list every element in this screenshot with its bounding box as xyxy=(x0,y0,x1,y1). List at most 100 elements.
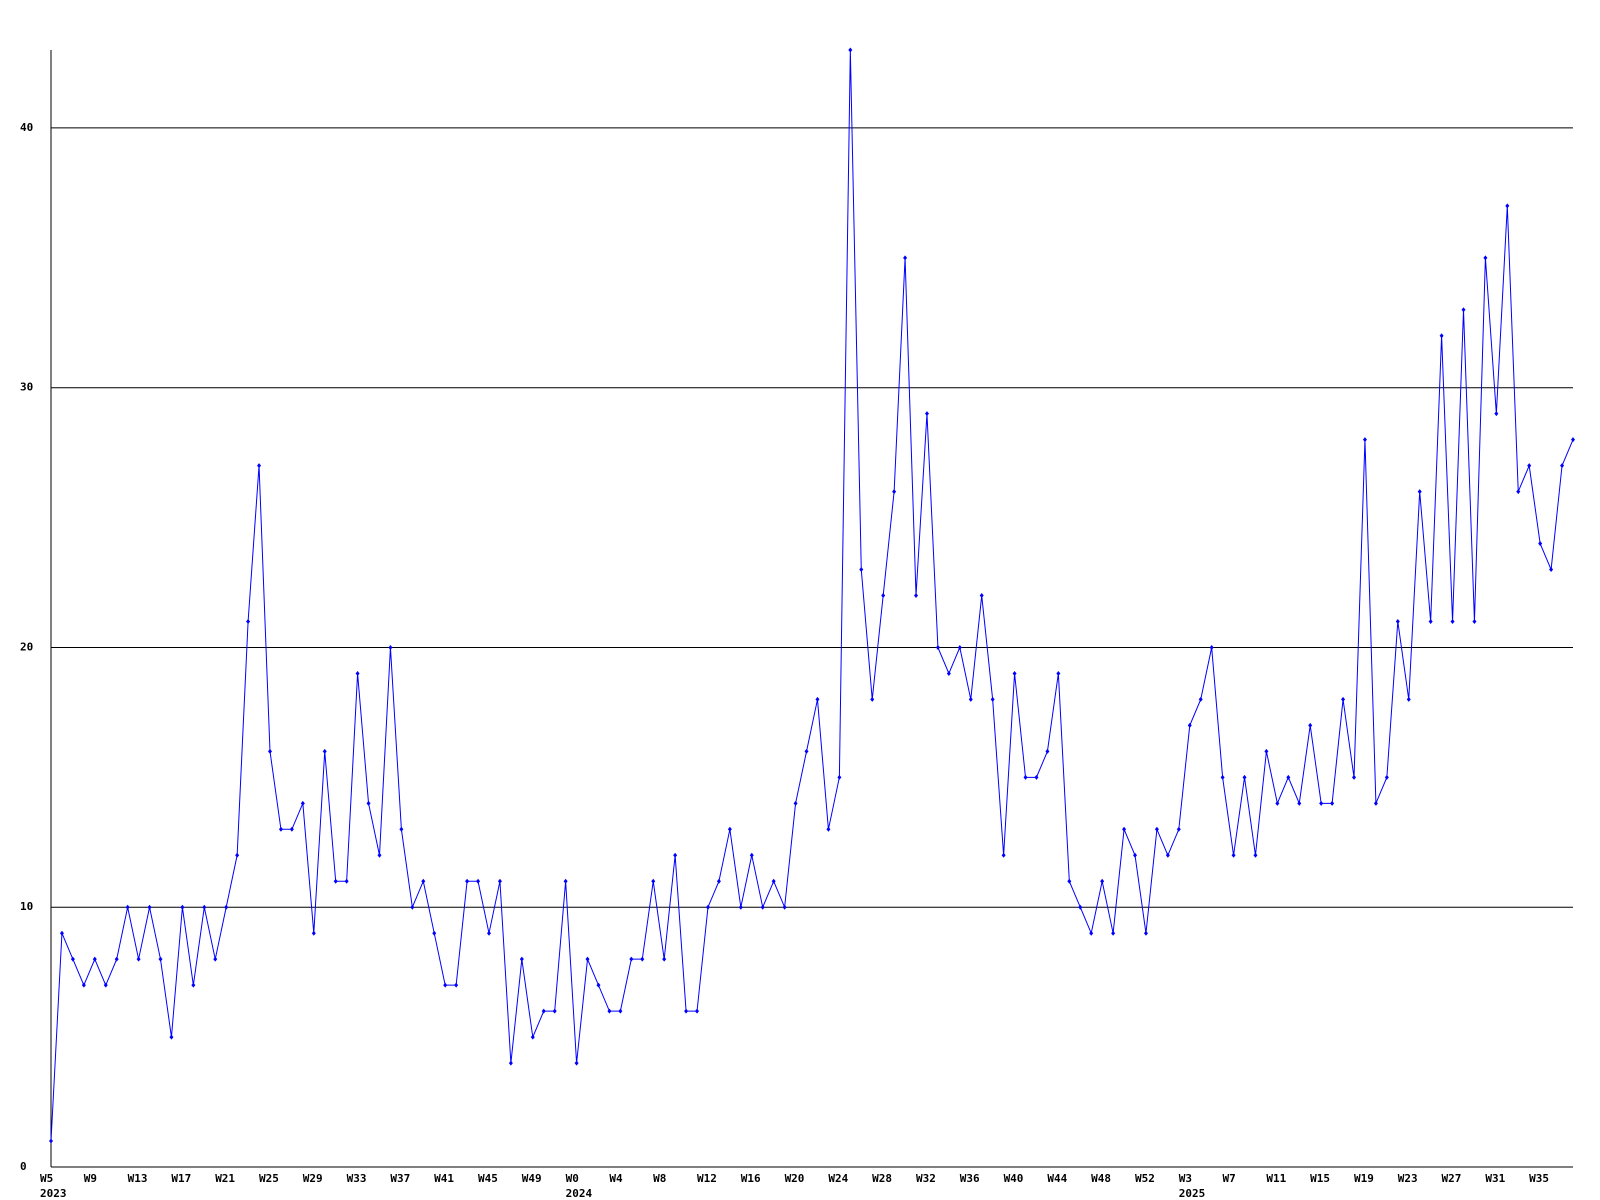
x-tick-label: W35 xyxy=(1529,1172,1549,1185)
point-marker xyxy=(749,852,754,858)
point-marker xyxy=(399,826,404,832)
point-marker xyxy=(1483,255,1488,261)
point-marker xyxy=(1362,437,1367,443)
point-marker xyxy=(914,593,919,599)
year-label: 2023 xyxy=(40,1187,67,1200)
point-marker xyxy=(169,1034,174,1040)
x-tick-label: W25 xyxy=(259,1172,279,1185)
point-marker xyxy=(1461,307,1466,313)
point-marker xyxy=(300,800,305,806)
x-tick-label: W48 xyxy=(1091,1172,1111,1185)
point-marker xyxy=(1045,748,1050,754)
point-marker xyxy=(1450,618,1455,624)
y-tick-label: 10 xyxy=(20,900,33,913)
point-marker xyxy=(1384,774,1389,780)
x-tick-label: W37 xyxy=(390,1172,410,1185)
x-tick-label: W12 xyxy=(697,1172,717,1185)
point-marker xyxy=(388,644,393,650)
point-marker xyxy=(1143,930,1148,936)
x-tick-label: W36 xyxy=(960,1172,980,1185)
point-marker xyxy=(738,904,743,910)
x-tick-label: W0 xyxy=(566,1172,579,1185)
point-marker xyxy=(1319,800,1324,806)
point-marker xyxy=(716,878,721,884)
point-marker xyxy=(1209,644,1214,650)
point-marker xyxy=(1133,852,1138,858)
point-marker xyxy=(257,463,262,469)
point-marker xyxy=(574,1060,579,1066)
point-marker xyxy=(486,930,491,936)
point-marker xyxy=(673,852,678,858)
year-label: 2025 xyxy=(1179,1187,1206,1200)
point-marker xyxy=(1220,774,1225,780)
point-marker xyxy=(191,982,196,988)
point-marker xyxy=(705,904,710,910)
point-marker xyxy=(607,1008,612,1014)
point-marker xyxy=(224,904,229,910)
x-tick-label: W32 xyxy=(916,1172,936,1185)
point-marker xyxy=(585,956,590,962)
point-marker xyxy=(519,956,524,962)
point-marker xyxy=(957,644,962,650)
point-marker xyxy=(1187,722,1192,728)
point-marker xyxy=(125,904,130,910)
point-marker xyxy=(1406,696,1411,702)
x-tick-label: W13 xyxy=(128,1172,148,1185)
point-marker xyxy=(1439,333,1444,339)
year-label: 2024 xyxy=(566,1187,593,1200)
x-tick-label: W41 xyxy=(434,1172,454,1185)
point-marker xyxy=(202,904,207,910)
x-tick-label: W11 xyxy=(1266,1172,1286,1185)
x-tick-label: W23 xyxy=(1398,1172,1418,1185)
point-marker xyxy=(103,982,108,988)
point-marker xyxy=(541,1008,546,1014)
point-marker xyxy=(1001,852,1006,858)
point-marker xyxy=(158,956,163,962)
point-marker xyxy=(1275,800,1280,806)
point-marker xyxy=(1352,774,1357,780)
x-tick-label: W15 xyxy=(1310,1172,1330,1185)
point-marker xyxy=(629,956,634,962)
point-marker xyxy=(410,904,415,910)
point-marker xyxy=(903,255,908,261)
point-marker xyxy=(727,826,732,832)
point-marker xyxy=(1198,696,1203,702)
point-marker xyxy=(1089,930,1094,936)
point-marker xyxy=(640,956,645,962)
point-marker xyxy=(311,930,316,936)
point-marker xyxy=(278,826,283,832)
y-tick-label: 0 xyxy=(20,1160,27,1173)
x-tick-label: W52 xyxy=(1135,1172,1155,1185)
point-marker xyxy=(552,1008,557,1014)
point-marker xyxy=(782,904,787,910)
x-tick-label: W5 xyxy=(40,1172,53,1185)
x-tick-label: W8 xyxy=(653,1172,666,1185)
x-tick-label: W27 xyxy=(1442,1172,1462,1185)
point-marker xyxy=(1176,826,1181,832)
x-tick-label: W3 xyxy=(1179,1172,1192,1185)
y-tick-label: 20 xyxy=(20,640,33,653)
point-marker xyxy=(213,956,218,962)
point-marker xyxy=(596,982,601,988)
point-marker xyxy=(684,1008,689,1014)
x-tick-label: W20 xyxy=(785,1172,805,1185)
point-marker xyxy=(1242,774,1247,780)
point-marker xyxy=(1527,463,1532,469)
point-marker xyxy=(432,930,437,936)
point-marker xyxy=(1516,489,1521,495)
point-marker xyxy=(1571,437,1575,443)
point-marker xyxy=(979,593,984,599)
x-tick-label: W44 xyxy=(1047,1172,1067,1185)
point-marker xyxy=(1341,696,1346,702)
point-marker xyxy=(1373,800,1378,806)
point-marker xyxy=(49,1138,53,1144)
point-marker xyxy=(465,878,470,884)
point-marker xyxy=(246,618,251,624)
point-marker xyxy=(771,878,776,884)
point-marker xyxy=(990,696,995,702)
point-marker xyxy=(881,593,886,599)
point-marker xyxy=(651,878,656,884)
point-marker xyxy=(476,878,481,884)
y-tick-label: 30 xyxy=(20,381,33,394)
point-marker xyxy=(147,904,152,910)
